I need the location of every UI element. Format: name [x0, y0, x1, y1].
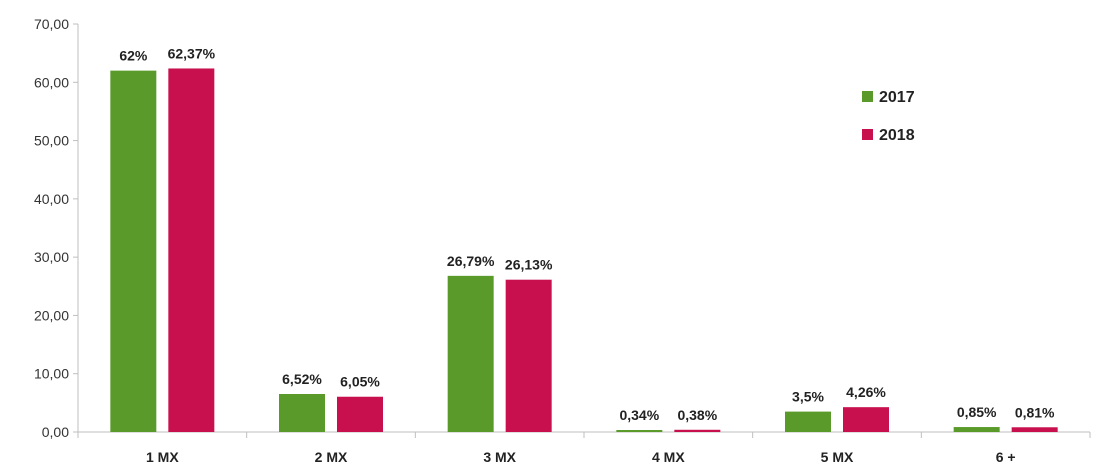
data-label: 0,81% [1015, 404, 1055, 420]
x-tick-label: 6 + [996, 449, 1016, 465]
data-label: 6,52% [282, 371, 322, 387]
y-tick-label: 70,00 [34, 16, 69, 32]
y-axis: 0,00 10,00 20,00 30,00 40,00 50,00 60,00 70,00 [34, 16, 79, 440]
data-label: 3,5% [792, 389, 824, 405]
y-tick-label: 50,00 [34, 133, 69, 149]
bars [110, 68, 1058, 433]
legend: 2017 2018 [862, 89, 915, 144]
data-label: 0,38% [677, 407, 717, 423]
y-tick-label: 30,00 [34, 249, 69, 265]
data-label: 62,37% [168, 45, 216, 61]
legend-swatch-2017 [862, 91, 873, 102]
y-tick-label: 40,00 [34, 191, 69, 207]
data-label: 6,05% [340, 374, 380, 390]
bar-2017-5 [785, 411, 831, 432]
y-tick-label: 0,00 [42, 424, 69, 440]
x-tick-label: 1 MX [146, 449, 179, 465]
bar-2018-1 [168, 68, 215, 433]
y-tick-label: 10,00 [34, 366, 69, 382]
legend-swatch-2018 [862, 129, 873, 140]
x-tick-label: 5 MX [821, 449, 854, 465]
legend-label: 2017 [879, 89, 915, 106]
data-label: 26,13% [505, 257, 553, 273]
y-tick-label: 20,00 [34, 307, 69, 323]
bar-2018-2 [337, 396, 383, 432]
data-labels: 62% 6,52% 26,79% 0,34% 3,5% 0,85% 62,37% 6,05% 2… [119, 45, 1055, 423]
bar-2017-1 [110, 70, 157, 432]
bar-2018-5 [843, 407, 889, 432]
y-tick-label: 60,00 [34, 74, 69, 90]
bar-2018-4 [674, 429, 721, 432]
legend-label: 2018 [879, 127, 915, 144]
data-label: 62% [119, 48, 148, 64]
x-tick-label: 2 MX [315, 449, 348, 465]
bar-2018-3 [505, 279, 552, 432]
bar-2017-4 [616, 430, 663, 432]
x-tick-label: 4 MX [652, 449, 685, 465]
bar-2017-2 [279, 393, 325, 432]
x-tick-label: 3 MX [483, 449, 516, 465]
data-label: 0,34% [619, 407, 659, 423]
data-label: 4,26% [846, 384, 886, 400]
data-label: 26,79% [447, 253, 495, 269]
bar-2017-6 [953, 427, 1000, 432]
x-axis: 1 MX 2 MX 3 MX 4 MX 5 MX 6 + [77, 431, 1091, 465]
bar-2017-3 [447, 275, 494, 432]
bar-2018-6 [1011, 427, 1058, 432]
data-label: 0,85% [957, 404, 997, 420]
